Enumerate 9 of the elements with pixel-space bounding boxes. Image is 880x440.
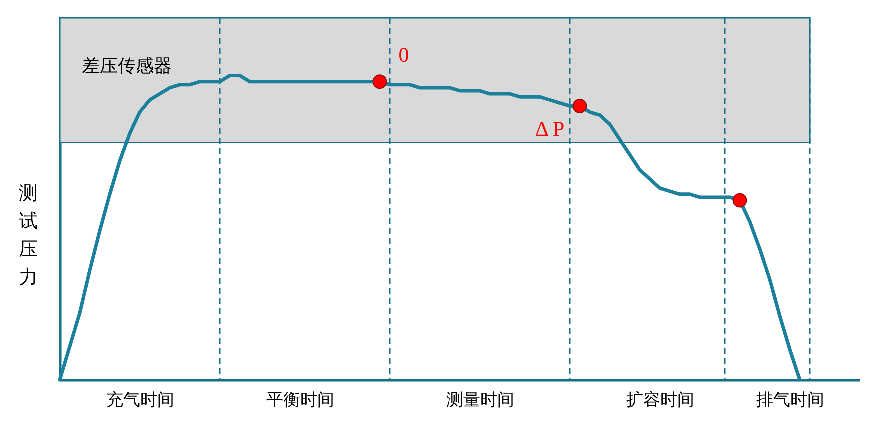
x-tick-label: 排气时间 — [756, 390, 824, 410]
band-label: 差压传感器 — [82, 56, 172, 76]
y-axis-title: 测试压力 — [19, 184, 38, 288]
annotation: Δ P — [535, 117, 565, 142]
x-tick-label: 平衡时间 — [266, 390, 334, 410]
x-tick-label: 测量时间 — [446, 390, 514, 410]
annotation: 0 — [398, 42, 410, 67]
x-tick-label: 充气时间 — [106, 390, 174, 410]
x-tick-label: 扩容时间 — [626, 390, 694, 410]
